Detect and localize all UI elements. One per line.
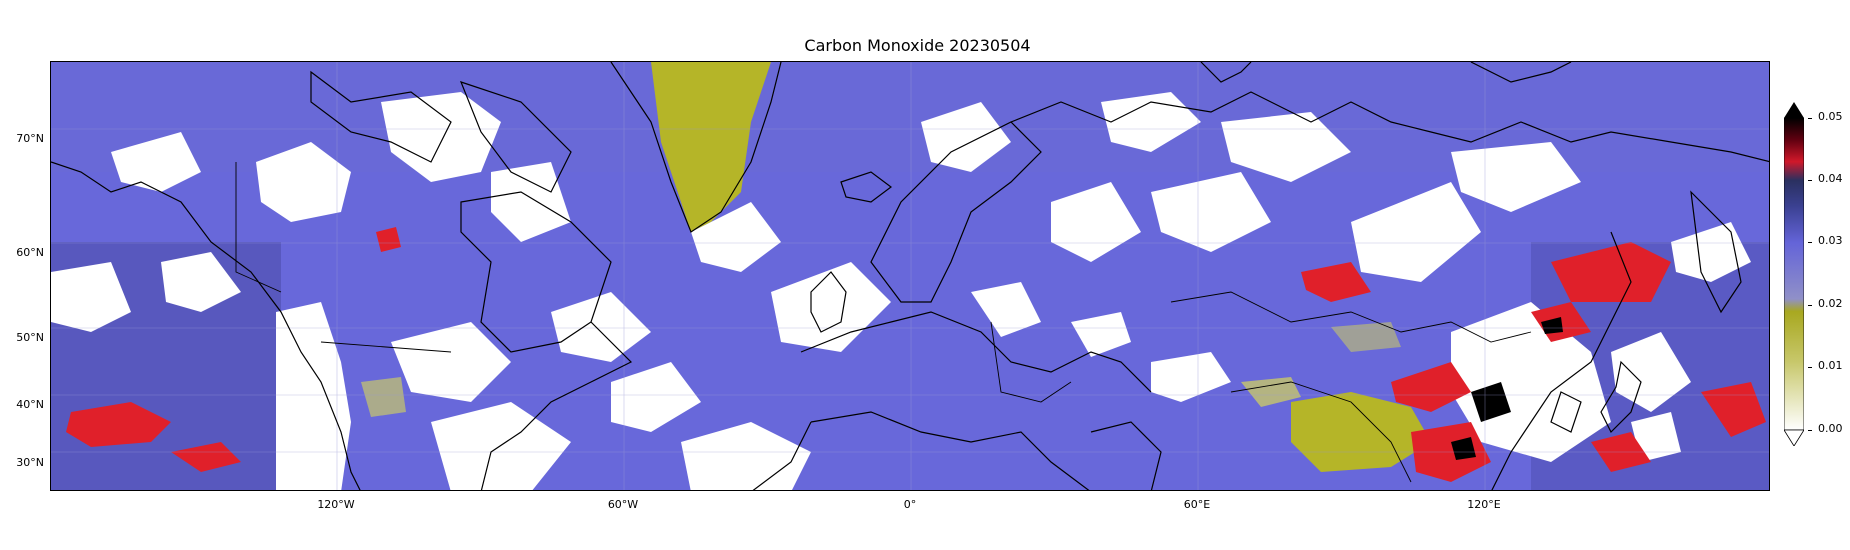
colorbar-tick-002: 0.02	[1818, 297, 1843, 310]
lon-label-120e: 120°E	[1467, 498, 1501, 511]
coastlines	[51, 62, 1769, 490]
rockies-low-co	[361, 377, 406, 417]
lon-label-60w: 60°W	[607, 498, 639, 511]
lon-label-120w: 120°W	[317, 498, 355, 511]
colorbar-tick-004: 0.04	[1818, 172, 1843, 185]
greenland-low-co	[651, 62, 771, 232]
co-concentration-map	[50, 61, 1770, 491]
lat-label-50n: 50°N	[16, 331, 44, 344]
colorbar-tickmark-002	[1808, 305, 1812, 306]
lat-label-70n: 70°N	[16, 132, 44, 145]
colorbar-tickmark-005	[1808, 118, 1812, 119]
graticule	[51, 62, 1769, 490]
colorbar-tick-001: 0.01	[1818, 359, 1843, 372]
colorbar-tickmark-004	[1808, 180, 1812, 181]
colorbar-tickmark-001	[1808, 367, 1812, 368]
colorbar-tickmark-003	[1808, 242, 1812, 243]
colorbar-tick-005: 0.05	[1818, 110, 1843, 123]
tarim-low-co	[1241, 377, 1301, 407]
colorbar-tick-003: 0.03	[1818, 234, 1843, 247]
lat-label-40n: 40°N	[16, 398, 44, 411]
lon-label-0: 0°	[903, 498, 917, 511]
cloud-mask	[51, 92, 1751, 490]
lat-label-30n: 30°N	[16, 456, 44, 469]
colorbar-extend-max	[1784, 102, 1804, 118]
mongolia-low-co	[1331, 322, 1401, 352]
colorbar-extend-min	[1784, 429, 1804, 446]
colorbar-gradient	[1784, 117, 1804, 431]
colorbar-tickmark-000	[1808, 430, 1812, 431]
lon-label-60e: 60°E	[1183, 498, 1211, 511]
colorbar-tick-000: 0.00	[1818, 422, 1843, 435]
map-title: Carbon Monoxide 20230504	[804, 36, 1031, 55]
colorbar	[1784, 102, 1804, 446]
lat-label-60n: 60°N	[16, 246, 44, 259]
very-high-co-regions	[1451, 317, 1563, 460]
